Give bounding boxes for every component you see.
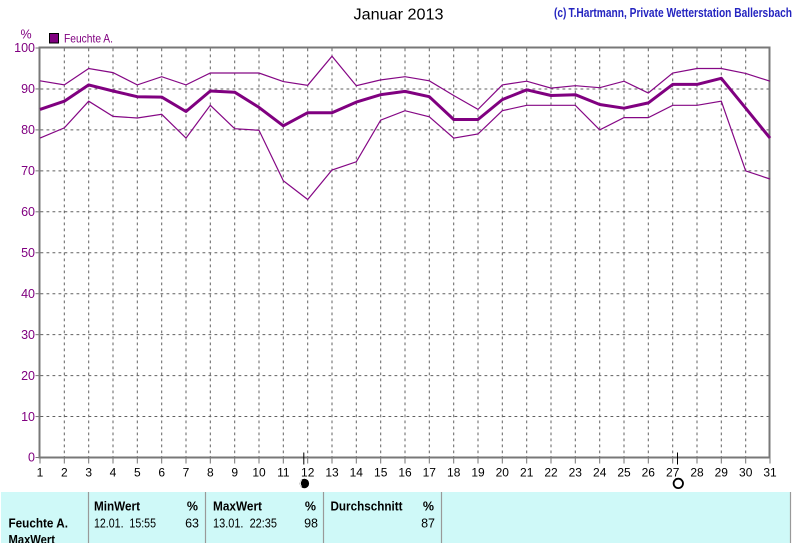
svg-text:%: % [187,500,198,514]
svg-text:20: 20 [21,369,35,383]
svg-text:21: 21 [520,466,534,480]
svg-text:20: 20 [496,466,510,480]
svg-text:22: 22 [544,466,558,480]
svg-text:12.01. 15:55: 12.01. 15:55 [94,517,156,531]
svg-text:40: 40 [21,287,35,301]
svg-text:10: 10 [252,466,266,480]
svg-text:MinWert: MinWert [94,500,141,514]
svg-text:11: 11 [277,466,290,480]
svg-text:9: 9 [231,466,238,480]
svg-text:24: 24 [593,466,607,480]
svg-text:60: 60 [21,205,35,219]
svg-text:13: 13 [325,466,339,480]
svg-text:50: 50 [21,246,35,260]
svg-text:8: 8 [207,466,214,480]
svg-text:87: 87 [421,517,435,531]
svg-text:90: 90 [21,82,35,96]
svg-text:27: 27 [666,466,680,480]
svg-text:MaxWert: MaxWert [9,533,56,543]
svg-text:0: 0 [28,451,35,465]
svg-text:29: 29 [715,466,729,480]
svg-text:12: 12 [301,466,315,480]
svg-text:80: 80 [21,123,35,137]
svg-text:63: 63 [185,517,199,531]
svg-text:70: 70 [21,164,35,178]
svg-text:23: 23 [569,466,583,480]
svg-text:Januar 2013: Januar 2013 [354,7,444,24]
svg-text:4: 4 [110,466,117,480]
svg-text:3: 3 [85,466,92,480]
svg-text:7: 7 [183,466,190,480]
svg-text:6: 6 [158,466,165,480]
svg-text:26: 26 [642,466,656,480]
svg-text:Durchschnitt: Durchschnitt [331,500,404,514]
svg-text:28: 28 [690,466,704,480]
svg-text:14: 14 [350,466,364,480]
svg-text:(c) T.Hartmann, Private Wetter: (c) T.Hartmann, Private Wetterstation Ba… [554,6,792,20]
svg-text:30: 30 [21,328,35,342]
svg-text:25: 25 [617,466,631,480]
svg-text:Feuchte A.: Feuchte A. [9,517,69,531]
svg-text:15: 15 [374,466,388,480]
svg-text:%: % [305,500,316,514]
svg-text:30: 30 [739,466,753,480]
svg-text:1: 1 [37,466,44,480]
svg-text:10: 10 [21,410,35,424]
svg-text:%: % [423,500,434,514]
svg-text:5: 5 [134,466,141,480]
svg-text:16: 16 [398,466,412,480]
svg-text:19: 19 [471,466,485,480]
svg-text:%: % [20,28,31,42]
svg-text:17: 17 [423,466,437,480]
svg-text:100: 100 [14,41,35,55]
svg-text:2: 2 [61,466,68,480]
svg-text:98: 98 [304,517,318,531]
svg-text:13.01. 22:35: 13.01. 22:35 [213,517,277,531]
svg-text:MaxWert: MaxWert [213,500,263,514]
svg-text:18: 18 [447,466,461,480]
svg-text:31: 31 [763,466,777,480]
svg-text:Feuchte A.: Feuchte A. [64,32,113,46]
